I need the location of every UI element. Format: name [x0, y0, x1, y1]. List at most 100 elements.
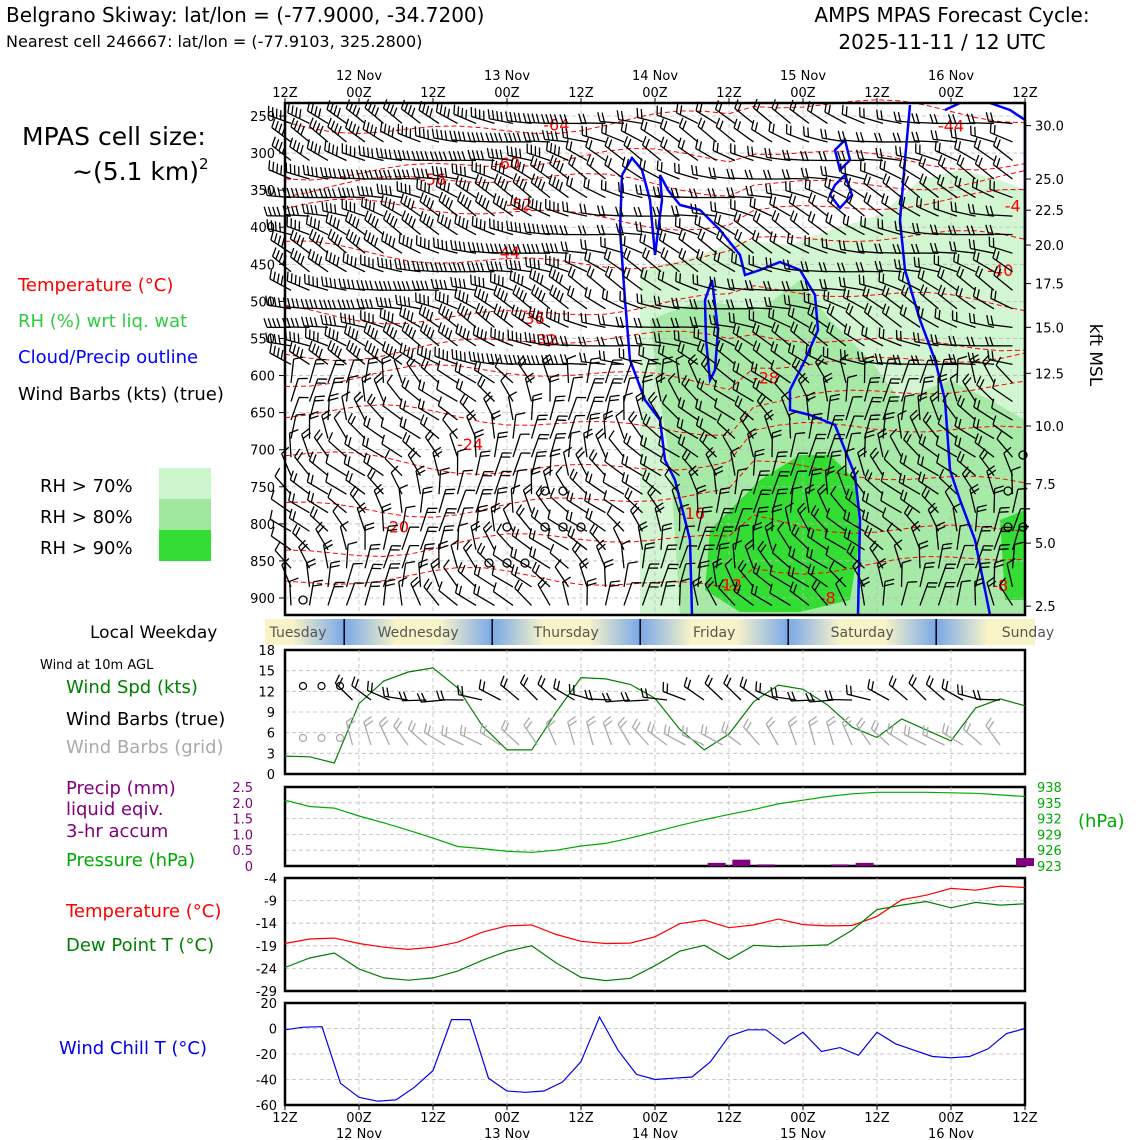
pressure-label: Pressure (hPa) — [66, 850, 195, 871]
wind-barb-957 — [974, 525, 992, 550]
surface-barb-grid-22 — [681, 725, 705, 746]
wind-barb-656 — [586, 396, 605, 421]
wind-barb-322 — [307, 248, 329, 273]
wind-barb-178 — [600, 179, 625, 199]
wind-barb-931 — [482, 521, 496, 551]
wind-barb-888 — [438, 508, 457, 532]
cloud-outline-layer — [618, 101, 1027, 616]
wind-barb-886 — [401, 505, 416, 532]
surface-barb-true-30 — [824, 690, 853, 701]
wind-barb-352 — [855, 262, 884, 273]
surface-barb-true-29 — [805, 692, 834, 703]
temp-tick--14: -14 — [256, 917, 277, 932]
calm-marker-2 — [502, 522, 512, 532]
bottom-time-tick-0: 12Z — [272, 1111, 298, 1126]
wind-barb-273 — [877, 218, 902, 236]
wind-barb-652 — [507, 391, 518, 421]
wind-barb-131 — [471, 161, 495, 180]
surface-barb-grid-24 — [721, 721, 742, 746]
bottom-time-tick-9: 00Z — [938, 1111, 964, 1126]
height-tick-9: 5.0 — [1035, 537, 1056, 552]
wind-barb-748 — [808, 433, 827, 458]
rh-key-90-swatch — [159, 530, 211, 561]
precip-bar-2 — [757, 864, 775, 866]
wind-barb-836 — [938, 468, 958, 495]
wind-barb-503 — [693, 327, 717, 347]
wind-barb-978 — [620, 539, 631, 569]
wind-barb-32 — [859, 107, 884, 125]
chill-tick-0: 0 — [269, 1023, 277, 1038]
wind-barb-347 — [765, 257, 791, 273]
wind-barb-490 — [455, 323, 477, 347]
temp-tick--9: -9 — [264, 895, 277, 910]
wind-barb-46 — [379, 121, 403, 143]
wind-barb-747 — [789, 432, 806, 458]
wind-barb-543 — [696, 340, 717, 365]
wind-barb-658 — [623, 392, 633, 421]
wind-barb-188 — [785, 181, 810, 199]
wind-barb-236 — [933, 199, 958, 217]
wind-barb-738 — [608, 430, 625, 458]
top-time-tick-4: 12Z — [568, 86, 594, 101]
top-time-tick-0: 12Z — [272, 86, 298, 101]
surface-barb-grid-28 — [808, 716, 819, 746]
surface-barb-true-32 — [867, 679, 890, 701]
wind-barb-450 — [456, 302, 477, 328]
wind-barb-525 — [364, 340, 384, 365]
wind-barb-230 — [826, 191, 847, 217]
wind-barb-701 — [658, 416, 680, 440]
wind-barb-134 — [529, 155, 551, 180]
wind-barb-945 — [752, 522, 763, 550]
surface-barb-true-19 — [620, 691, 649, 702]
wind-barb-620 — [655, 372, 666, 402]
wind-barb-226 — [749, 196, 773, 217]
wind-barb-606 — [386, 374, 403, 402]
wind-barb-399 — [993, 265, 1013, 291]
wind-barb-778 — [604, 452, 625, 477]
wind-barb-831 — [849, 466, 866, 495]
wind-barb-989 — [806, 546, 828, 569]
wind-barb-541 — [657, 343, 680, 365]
weekday-shade-5 — [788, 619, 937, 645]
wind-barb-744 — [722, 428, 736, 458]
wind-barb-469 — [807, 304, 828, 328]
surface-barb-grid-11 — [479, 722, 501, 746]
wind-barb-824 — [734, 467, 748, 495]
wind-barb-194 — [900, 173, 921, 199]
wind-barb-1041 — [308, 579, 323, 606]
wind-barb-835 — [917, 471, 939, 495]
wind-barb-169 — [435, 176, 458, 199]
wind-barb-802 — [306, 472, 329, 495]
weekday-label: Local Weekday — [90, 623, 217, 643]
wind-barb-883 — [332, 503, 348, 532]
wind-barb-211 — [474, 192, 495, 217]
wind-barb-462 — [670, 317, 699, 328]
wind-barb-725 — [362, 435, 384, 458]
wind-barb-150 — [820, 165, 847, 180]
wind-barb-225 — [730, 198, 754, 217]
top-time-tick-5: 00Z — [642, 86, 668, 101]
height-tick-6: 12.5 — [1035, 367, 1064, 382]
wind-barb-674 — [917, 391, 928, 421]
wind-barb-159 — [992, 155, 1013, 180]
wind-barb-465 — [728, 312, 754, 328]
wind-barb-123 — [320, 167, 347, 180]
wind-barb-1029 — [807, 563, 828, 588]
wind-barb-565 — [381, 354, 392, 383]
wind-barb-728 — [424, 429, 440, 458]
wind-barb-1006 — [401, 560, 416, 587]
wind-barb-911 — [843, 509, 865, 532]
wind-barb-184 — [707, 188, 736, 199]
wind-barb-65 — [733, 118, 754, 143]
wind-barb-142 — [674, 162, 699, 180]
wind-barb-1009 — [443, 559, 459, 588]
surface-barb-true-6 — [382, 686, 409, 701]
hpa-unit: (hPa) — [1078, 811, 1125, 832]
wind-barb-1012 — [491, 565, 514, 588]
wind-barb-646 — [382, 396, 403, 421]
wind-barb-149 — [800, 167, 828, 180]
wind-barb-826 — [771, 470, 790, 495]
wind-barb-1049 — [438, 581, 458, 606]
surface-barb-grid-32 — [870, 719, 890, 746]
